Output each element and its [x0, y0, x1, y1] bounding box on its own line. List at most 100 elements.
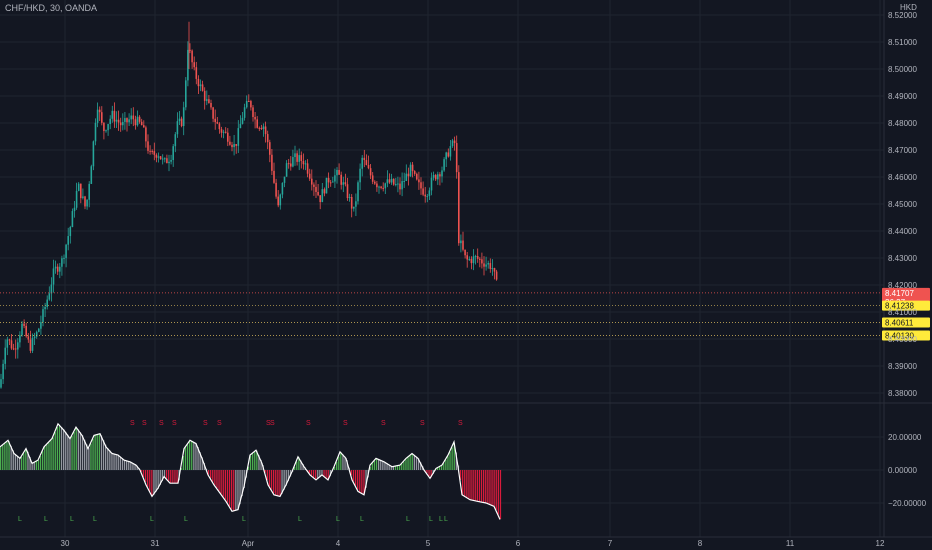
osc-bar — [16, 455, 19, 470]
osc-bar — [94, 435, 96, 470]
osc-bar — [172, 470, 174, 484]
candle-body — [6, 339, 9, 348]
osc-bar — [342, 454, 344, 470]
osc-bar — [21, 456, 23, 470]
osc-bar — [359, 470, 361, 493]
osc-bar — [312, 470, 315, 478]
osc-bar — [2, 445, 4, 470]
candle-body — [371, 175, 374, 182]
candle-body — [355, 201, 357, 207]
candle-body — [420, 182, 422, 189]
candle-body — [59, 266, 61, 272]
candle-body — [455, 143, 458, 173]
candle-body — [157, 156, 160, 158]
time-tick-label: 30 — [61, 539, 70, 548]
osc-bar — [8, 441, 10, 470]
candle-body — [325, 177, 328, 194]
candle-body — [418, 179, 420, 183]
sell-signal-marker: S — [217, 420, 222, 427]
osc-bar — [415, 456, 418, 470]
osc-bar — [186, 444, 189, 470]
candle-body — [481, 259, 483, 264]
price-tick-label: 8.41000 — [888, 308, 917, 317]
osc-tick-label: 0.00000 — [888, 466, 917, 475]
time-tick-label: 6 — [516, 539, 521, 548]
candle-body — [17, 342, 19, 350]
candle-body — [182, 107, 185, 127]
osc-bar — [336, 461, 338, 470]
osc-bar — [63, 429, 65, 470]
candle-body — [25, 325, 27, 337]
osc-bar — [338, 456, 340, 470]
osc-bar — [436, 467, 439, 470]
candle-body — [56, 266, 59, 272]
candle-body — [300, 155, 303, 161]
candle-body — [470, 259, 473, 264]
candle-body — [313, 184, 315, 187]
osc-bar — [224, 470, 226, 500]
osc-bar — [426, 470, 428, 474]
osc-bar — [344, 456, 346, 470]
osc-bar — [88, 448, 90, 470]
candle-body — [409, 164, 412, 177]
osc-bar — [25, 449, 27, 470]
candle-body — [149, 150, 151, 152]
candle-body — [315, 186, 317, 192]
osc-bar — [140, 470, 142, 472]
candle-body — [241, 117, 244, 124]
candle-body — [344, 182, 347, 185]
price-label-text: 8.41707 — [885, 289, 914, 298]
candle-body — [443, 159, 445, 171]
currency-label: HKD — [900, 3, 917, 12]
candle-body — [321, 189, 324, 203]
osc-bar — [363, 470, 365, 495]
osc-bar — [119, 456, 121, 470]
osc-bar — [390, 465, 392, 470]
osc-bar — [142, 470, 145, 477]
symbol-title: CHF/HKD, 30, OANDA — [5, 3, 98, 13]
candle-body — [292, 157, 294, 167]
candle-body — [327, 177, 330, 183]
osc-bar — [258, 455, 260, 470]
candle-body — [54, 266, 57, 269]
candle-body — [340, 174, 342, 185]
time-tick-label: 8 — [698, 539, 703, 548]
osc-bar — [491, 470, 493, 506]
candle-body — [14, 348, 17, 350]
candle-body — [191, 50, 193, 63]
candle-body — [441, 170, 443, 177]
osc-bar — [65, 431, 67, 470]
sell-signal-marker: S — [420, 420, 425, 427]
candle-body — [82, 196, 84, 199]
osc-bar — [317, 470, 319, 479]
candles — [0, 21, 498, 389]
candle-body — [67, 236, 69, 245]
candle-body — [61, 258, 63, 267]
osc-bar — [441, 465, 443, 470]
candle-body — [206, 99, 208, 101]
candle-body — [12, 348, 15, 350]
osc-bar — [354, 470, 357, 486]
osc-bar — [485, 470, 487, 503]
osc-bar — [350, 470, 352, 476]
osc-bar — [193, 442, 195, 470]
osc-bar — [392, 466, 394, 470]
osc-bar — [165, 470, 168, 479]
candle-body — [176, 121, 179, 135]
candle-body — [111, 110, 114, 119]
time-tick-label: Apr — [242, 539, 255, 548]
candle-body — [258, 127, 261, 129]
candle-body — [426, 195, 429, 197]
candle-body — [476, 256, 479, 259]
candle-body — [19, 335, 21, 343]
buy-signal-marker: L — [150, 516, 154, 523]
candle-body — [193, 62, 195, 68]
candle-body — [52, 268, 55, 285]
osc-bar — [308, 470, 310, 474]
candle-body — [399, 183, 401, 190]
price-tick-label: 8.43000 — [888, 254, 917, 263]
candle-body — [462, 240, 464, 250]
osc-bar — [79, 432, 82, 470]
osc-bar — [466, 470, 468, 498]
